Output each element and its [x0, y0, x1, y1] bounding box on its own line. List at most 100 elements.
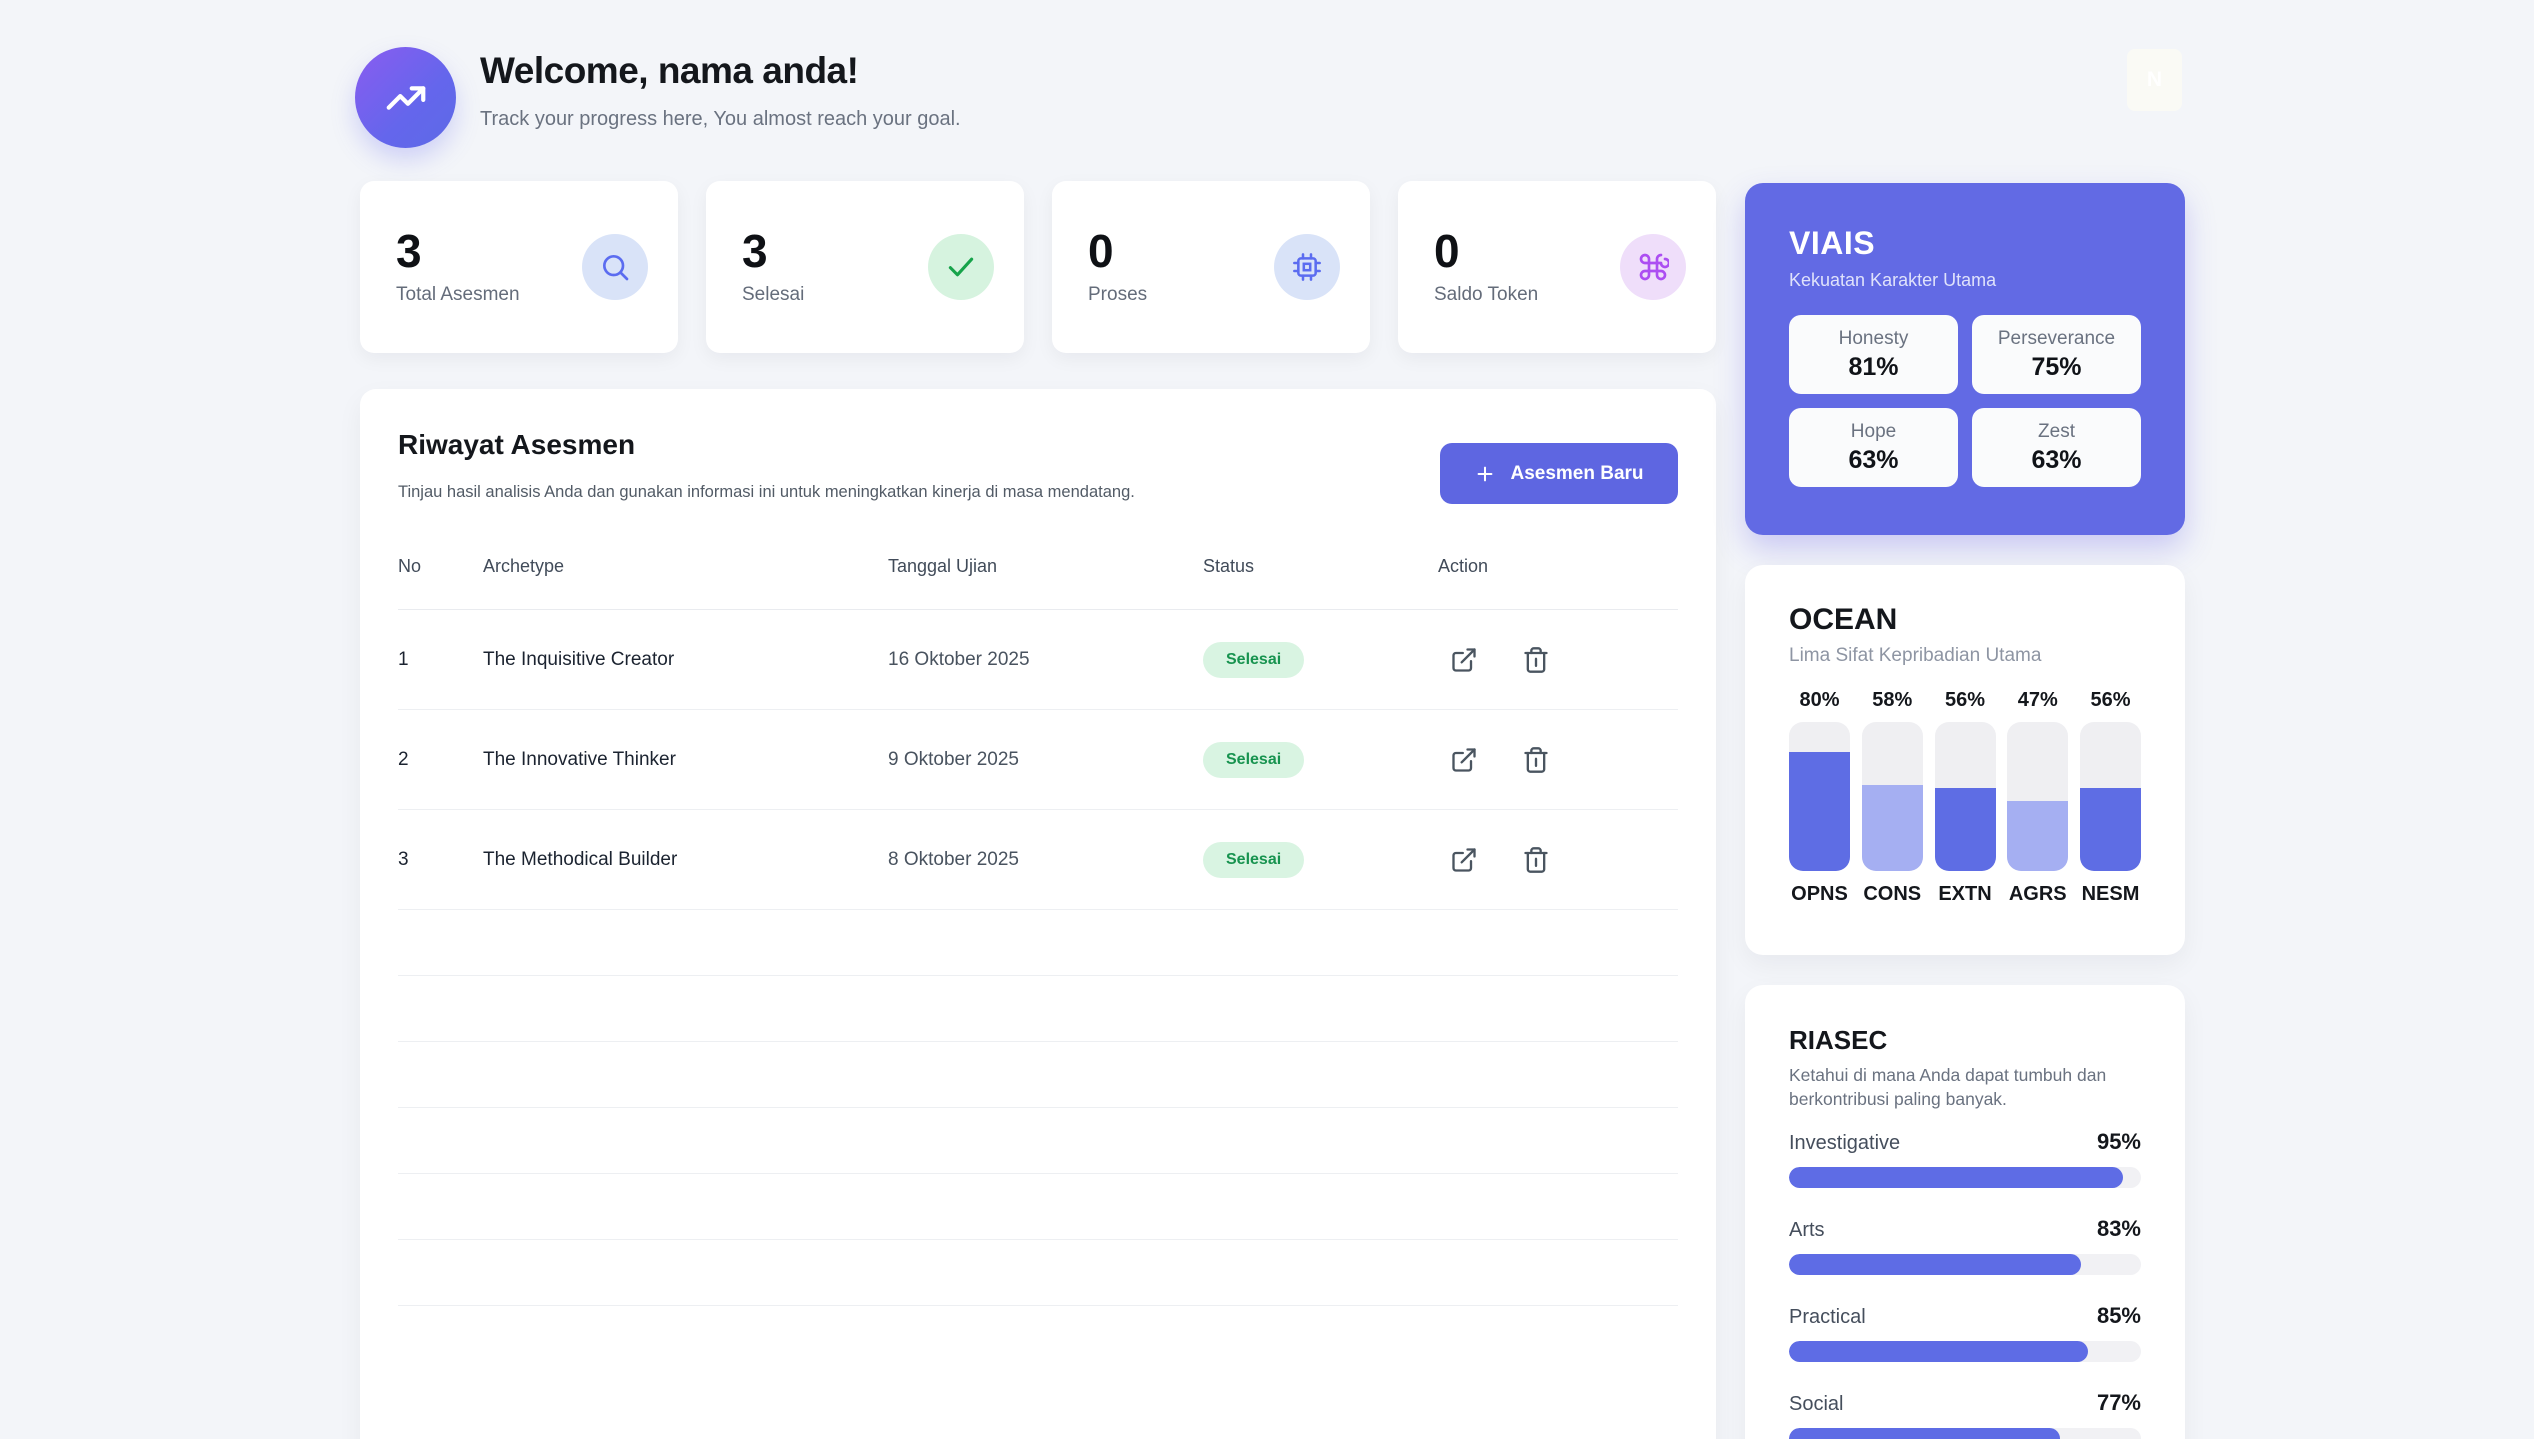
tile-label: Hope [1850, 420, 1897, 442]
status-badge: Selesai [1203, 641, 1305, 678]
ocean-bar-chart: 80% OPNS 58% CONS 56% EXTN 47% AGRS 56% [1789, 689, 2141, 906]
riasec-row-investigative: Investigative 95% [1789, 1129, 2141, 1189]
empty-rows [398, 910, 1678, 1306]
trash-icon [1524, 846, 1548, 873]
stat-label: Total Asesmen [396, 284, 520, 305]
tile-value: 63% [2031, 445, 2082, 474]
viais-tile-honesty: Honesty 81% [1789, 315, 1958, 394]
ocean-bar-opns: 80% OPNS [1789, 689, 1850, 906]
progress-fill [1789, 1341, 2089, 1363]
tile-value: 63% [1848, 445, 1899, 474]
delete-button[interactable] [1522, 846, 1550, 874]
bar-value: 58% [1872, 689, 1913, 711]
stat-card-saldo-token: 0 Saldo Token [1398, 181, 1716, 353]
stats-row: 3 Total Asesmen 3 Selesai 0 [360, 181, 1716, 353]
progress-label: Investigative [1789, 1132, 1901, 1155]
table-row: 2 The Innovative Thinker 9 Oktober 2025 … [398, 710, 1678, 810]
history-subtitle: Tinjau hasil analisis Anda dan gunakan i… [398, 483, 1135, 501]
external-link-icon [1452, 747, 1476, 772]
row-no: 3 [398, 848, 409, 870]
col-archetype: Archetype [483, 556, 565, 576]
ocean-card: OCEAN Lima Sifat Kepribadian Utama 80% O… [1745, 565, 2185, 955]
external-link-icon [1452, 847, 1476, 872]
open-result-button[interactable] [1450, 746, 1478, 774]
bar-fill [1789, 751, 1850, 871]
open-result-button[interactable] [1450, 846, 1478, 874]
riasec-subtitle: Ketahui di mana Anda dapat tumbuh dan be… [1789, 1065, 2107, 1109]
tile-label: Zest [2038, 420, 2075, 442]
page-title: Welcome, nama anda! [480, 50, 859, 91]
progress-label: Social [1789, 1393, 1844, 1416]
stat-card-total-asesmen: 3 Total Asesmen [360, 181, 678, 353]
col-status: Status [1203, 556, 1255, 576]
viais-tile-hope: Hope 63% [1789, 408, 1958, 487]
bar-value: 56% [1944, 689, 1986, 711]
stat-value: 0 [1088, 225, 1114, 277]
bar-value: 80% [1799, 689, 1840, 711]
trash-icon [1524, 746, 1548, 773]
page-subtitle: Track your progress here, You almost rea… [480, 108, 961, 130]
stat-value: 3 [396, 225, 422, 277]
progress-value: 85% [2096, 1303, 2141, 1329]
delete-button[interactable] [1522, 646, 1550, 674]
viais-card: VIAIS Kekuatan Karakter Utama Honesty 81… [1745, 183, 2185, 535]
bar-fill [1861, 784, 1923, 871]
progress-fill [1789, 1167, 2124, 1189]
row-date: 16 Oktober 2025 [888, 648, 1030, 670]
progress-label: Arts [1789, 1219, 1825, 1242]
bar-label: EXTN [1938, 883, 1992, 905]
stat-label: Proses [1088, 284, 1148, 305]
table-row-empty [398, 910, 1678, 976]
open-result-button[interactable] [1450, 646, 1478, 674]
bar-fill [1934, 787, 1996, 871]
new-assessment-label: Asesmen Baru [1510, 462, 1644, 484]
delete-button[interactable] [1522, 746, 1550, 774]
riasec-title: RIASEC [1789, 1025, 1888, 1055]
trending-up-icon [355, 47, 456, 148]
assessment-table: No Archetype Tanggal Ujian Status Action… [398, 556, 1678, 1306]
new-assessment-button[interactable]: Asesmen Baru [1440, 443, 1678, 504]
row-no: 2 [398, 748, 409, 770]
viais-title: VIAIS [1789, 225, 1876, 261]
tile-label: Perseverance [1997, 327, 2116, 349]
avatar[interactable]: N [2127, 49, 2182, 111]
external-link-icon [1452, 647, 1476, 672]
table-row-empty [398, 1240, 1678, 1306]
riasec-card: RIASEC Ketahui di mana Anda dapat tumbuh… [1745, 985, 2185, 1439]
ocean-title: OCEAN [1789, 603, 1898, 636]
row-archetype: The Innovative Thinker [483, 748, 676, 770]
progress-fill [1789, 1428, 2061, 1439]
table-row-empty [398, 1174, 1678, 1240]
progress-fill [1789, 1254, 2082, 1276]
table-header-row: No Archetype Tanggal Ujian Status Action [398, 556, 1678, 610]
riasec-row-arts: Arts 83% [1789, 1216, 2141, 1276]
progress-value: 77% [2096, 1390, 2141, 1416]
viais-tile-zest: Zest 63% [1972, 408, 2141, 487]
stat-label: Saldo Token [1434, 284, 1539, 305]
command-icon [1620, 234, 1686, 300]
tile-value: 75% [2031, 352, 2082, 381]
riasec-row-practical: Practical 85% [1789, 1303, 2141, 1363]
status-badge: Selesai [1203, 741, 1305, 778]
row-date: 9 Oktober 2025 [888, 748, 1019, 770]
progress-label: Practical [1789, 1306, 1866, 1329]
viais-tile-perseverance: Perseverance 75% [1972, 315, 2141, 394]
row-archetype: The Methodical Builder [483, 848, 678, 870]
status-badge: Selesai [1203, 841, 1305, 878]
history-card: Riwayat Asesmen Tinjau hasil analisis An… [360, 389, 1716, 1439]
tile-value: 81% [1848, 352, 1899, 381]
search-icon [582, 234, 648, 300]
bar-value: 47% [2017, 689, 2058, 711]
ocean-subtitle: Lima Sifat Kepribadian Utama [1789, 645, 2042, 666]
col-tanggal-ujian: Tanggal Ujian [888, 556, 998, 576]
stat-card-proses: 0 Proses [1052, 181, 1370, 353]
stat-value: 3 [742, 225, 768, 277]
table-row: 3 The Methodical Builder 8 Oktober 2025 … [398, 810, 1678, 910]
bar-label: NESM [2081, 883, 2140, 905]
history-title: Riwayat Asesmen [398, 429, 636, 460]
table-row-empty [398, 976, 1678, 1042]
tile-label: Honesty [1838, 327, 1909, 349]
table-row-empty [398, 1108, 1678, 1174]
bar-label: CONS [1863, 883, 1922, 905]
